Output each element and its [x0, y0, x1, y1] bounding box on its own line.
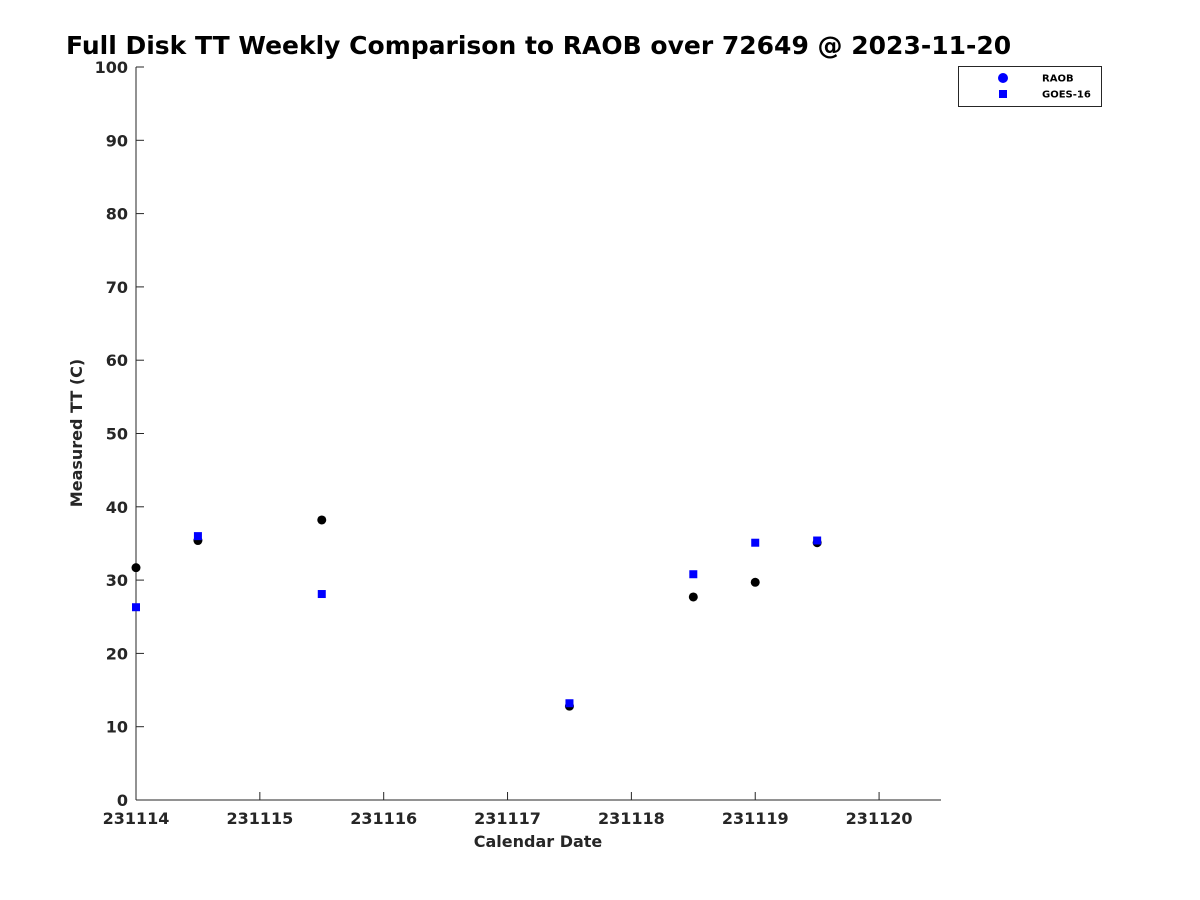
legend-raob-marker — [998, 73, 1008, 83]
x-tick-label: 231115 — [226, 809, 293, 828]
x-tick-label: 231120 — [846, 809, 913, 828]
data-point-raob — [131, 563, 141, 573]
data-point-goes16 — [193, 532, 202, 541]
x-ticks: 231114 231115 231116 231117 231118 231119 2311… — [103, 792, 913, 828]
y-tick-label: 60 — [106, 351, 128, 370]
y-tick-label: 10 — [106, 718, 128, 737]
data-point-goes16 — [132, 603, 140, 612]
y-axis-label: Measured TT (C) — [67, 359, 86, 507]
data-point-goes16 — [813, 536, 822, 545]
x-axis-label: Calendar Date — [474, 832, 603, 851]
y-tick-label: 70 — [106, 278, 128, 297]
data-point-goes16 — [751, 538, 760, 547]
data-point-goes16 — [689, 570, 698, 579]
data-point-goes16 — [565, 699, 574, 708]
legend-box — [958, 66, 1102, 107]
legend-raob-label: RAOB — [1042, 74, 1074, 85]
y-tick-label: 40 — [106, 498, 128, 517]
y-tick-label: 80 — [106, 205, 128, 224]
x-tick-label: 231116 — [350, 809, 417, 828]
y-tick-label: 20 — [106, 644, 128, 663]
y-tick-label: 0 — [117, 791, 128, 810]
legend-goes16-marker — [999, 90, 1007, 98]
data-markers — [131, 515, 822, 711]
data-point-raob — [750, 577, 760, 587]
y-tick-label: 90 — [106, 131, 128, 150]
data-point-raob — [317, 515, 327, 525]
x-tick-label: 231118 — [598, 809, 665, 828]
x-tick-label: 231114 — [103, 809, 170, 828]
x-tick-label: 231117 — [474, 809, 541, 828]
chart-title: Full Disk TT Weekly Comparison to RAOB o… — [66, 31, 1011, 60]
y-ticks: 0 10 20 30 40 50 60 70 80 90 100 — [95, 58, 144, 810]
y-tick-label: 30 — [106, 571, 128, 590]
data-point-goes16 — [317, 590, 326, 599]
legend-goes16-label: GOES-16 — [1042, 90, 1091, 101]
legend: RAOB GOES-16 — [958, 66, 1102, 107]
x-tick-label: 231119 — [722, 809, 789, 828]
y-tick-label: 50 — [106, 425, 128, 444]
y-tick-label: 100 — [95, 58, 128, 77]
data-point-raob — [688, 592, 698, 602]
